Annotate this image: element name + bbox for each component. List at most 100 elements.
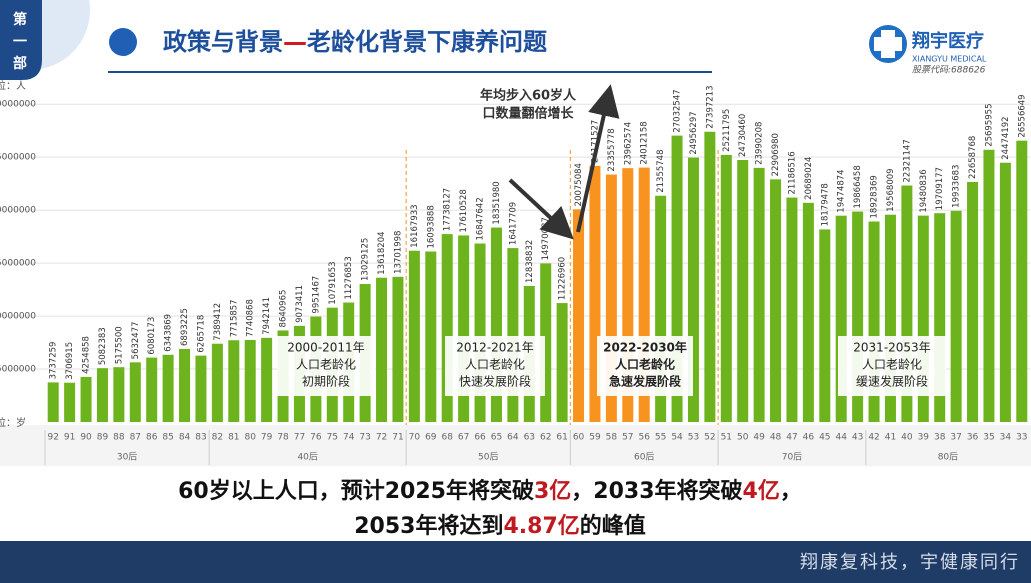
value-label: 24956297 bbox=[689, 111, 699, 154]
x-tick-label: 78 bbox=[277, 433, 289, 443]
tab-text: 一 bbox=[13, 34, 27, 50]
value-label: 6343869 bbox=[164, 314, 174, 352]
bar bbox=[507, 248, 519, 422]
caption-part: 3亿 bbox=[534, 479, 571, 504]
x-tick-label: 82 bbox=[212, 433, 223, 443]
logo-name: 翔宇医疗 bbox=[911, 30, 984, 52]
caption-part: 4.87亿 bbox=[503, 514, 579, 539]
x-tick-label: 59 bbox=[589, 433, 601, 443]
value-label: 9073411 bbox=[295, 285, 305, 323]
x-tick-label: 40 bbox=[901, 433, 913, 443]
value-label: 20075084 bbox=[574, 163, 584, 206]
title-part: 政策与背景 bbox=[163, 28, 283, 56]
title-part: 老龄化背景下康养问题 bbox=[307, 28, 547, 56]
value-label: 16847642 bbox=[476, 197, 486, 240]
bar bbox=[901, 185, 913, 422]
x-tick-label: 63 bbox=[524, 433, 535, 443]
value-label: 19709177 bbox=[935, 167, 945, 210]
value-label: 26556649 bbox=[1017, 94, 1027, 137]
group-label: 70后 bbox=[782, 452, 802, 463]
value-label: 13701998 bbox=[393, 231, 403, 274]
bar bbox=[786, 197, 798, 422]
value-label: 13618204 bbox=[377, 231, 387, 274]
arrow-note: 口数量翻倍增长 bbox=[482, 106, 574, 122]
x-tick-label: 68 bbox=[441, 433, 453, 443]
value-label: 7389412 bbox=[213, 303, 223, 341]
logo-cross bbox=[874, 30, 902, 58]
bar bbox=[47, 382, 59, 422]
x-tick-label: 61 bbox=[556, 433, 567, 443]
bar bbox=[228, 340, 240, 422]
value-label: 19480836 bbox=[919, 169, 929, 212]
x-tick-label: 33 bbox=[1016, 433, 1027, 443]
value-label: 25695955 bbox=[984, 104, 994, 147]
bar bbox=[983, 149, 995, 422]
bar bbox=[179, 348, 191, 422]
bar bbox=[490, 227, 502, 422]
title: 政策与背景—老龄化背景下康养问题 bbox=[163, 28, 547, 56]
caption-part: ， bbox=[780, 479, 802, 504]
bar bbox=[195, 355, 207, 422]
tab-text: 第 bbox=[13, 11, 27, 28]
title-dot bbox=[109, 28, 137, 56]
bar bbox=[704, 131, 716, 422]
x-tick-label: 54 bbox=[671, 433, 683, 443]
x-tick-label: 41 bbox=[885, 433, 896, 443]
x-tick-label: 43 bbox=[852, 433, 863, 443]
bar bbox=[999, 162, 1011, 422]
caption-line: 60岁以上人口，预计2025年将突破3亿，2033年将突破4亿， bbox=[178, 478, 802, 504]
footer-text: 翔康复科技，宇健康同行 bbox=[800, 552, 1020, 573]
x-tick-label: 75 bbox=[327, 433, 338, 443]
y-label: 单位：人 bbox=[0, 79, 26, 92]
phase-box bbox=[277, 336, 375, 396]
bar bbox=[622, 168, 634, 422]
x-tick-label: 44 bbox=[835, 433, 847, 443]
bar bbox=[244, 339, 256, 422]
arrow-note: 年均步入60岁人 bbox=[480, 88, 577, 104]
x-tick-label: 51 bbox=[721, 433, 732, 443]
value-label: 19474874 bbox=[837, 169, 847, 212]
x-tick-label: 74 bbox=[343, 433, 355, 443]
value-label: 5175500 bbox=[114, 326, 124, 364]
value-label: 23355778 bbox=[607, 128, 617, 171]
x-tick-label: 69 bbox=[425, 433, 437, 443]
x-tick-label: 79 bbox=[261, 433, 273, 443]
value-label: 24730460 bbox=[738, 114, 748, 157]
value-label: 12838832 bbox=[525, 240, 535, 283]
bar bbox=[852, 211, 864, 422]
x-tick-label: 92 bbox=[47, 433, 58, 443]
x-tick-label: 62 bbox=[540, 433, 551, 443]
caption-line: 2053年将达到4.87亿的峰值 bbox=[354, 513, 646, 539]
phase-label: 急速发展阶段 bbox=[609, 374, 682, 389]
x-tick-label: 53 bbox=[688, 433, 699, 443]
value-label: 20689024 bbox=[804, 157, 814, 200]
bar bbox=[1016, 140, 1028, 422]
value-label: 5632477 bbox=[131, 321, 141, 359]
y-tick-label: 20000000 bbox=[0, 206, 36, 216]
value-label: 21186516 bbox=[787, 151, 797, 194]
x-tick-label: 60 bbox=[573, 433, 585, 443]
x-tick-label: 58 bbox=[606, 433, 618, 443]
value-label: 22321147 bbox=[902, 139, 912, 182]
bar bbox=[819, 229, 831, 422]
x-tick-label: 81 bbox=[228, 433, 239, 443]
bar bbox=[950, 210, 962, 422]
caption-part: 的峰值 bbox=[580, 513, 646, 539]
bar bbox=[934, 213, 946, 422]
bar bbox=[655, 195, 667, 422]
tab bbox=[0, 0, 42, 80]
x-tick-label: 42 bbox=[868, 433, 879, 443]
phase-label: 2000-2011年 bbox=[287, 341, 364, 355]
value-label: 27032547 bbox=[673, 89, 683, 132]
value-label: 22906980 bbox=[771, 133, 781, 176]
value-label: 23962574 bbox=[623, 122, 633, 165]
y-tick-label: 15000000 bbox=[0, 259, 36, 269]
value-label: 18351980 bbox=[492, 181, 502, 224]
value-label: 16417709 bbox=[508, 202, 518, 245]
value-label: 16093888 bbox=[426, 205, 436, 248]
x-tick-label: 52 bbox=[704, 433, 715, 443]
logo-code: 股票代码:688626 bbox=[912, 65, 986, 76]
group-label: 30后 bbox=[117, 452, 137, 463]
bar bbox=[96, 368, 108, 422]
